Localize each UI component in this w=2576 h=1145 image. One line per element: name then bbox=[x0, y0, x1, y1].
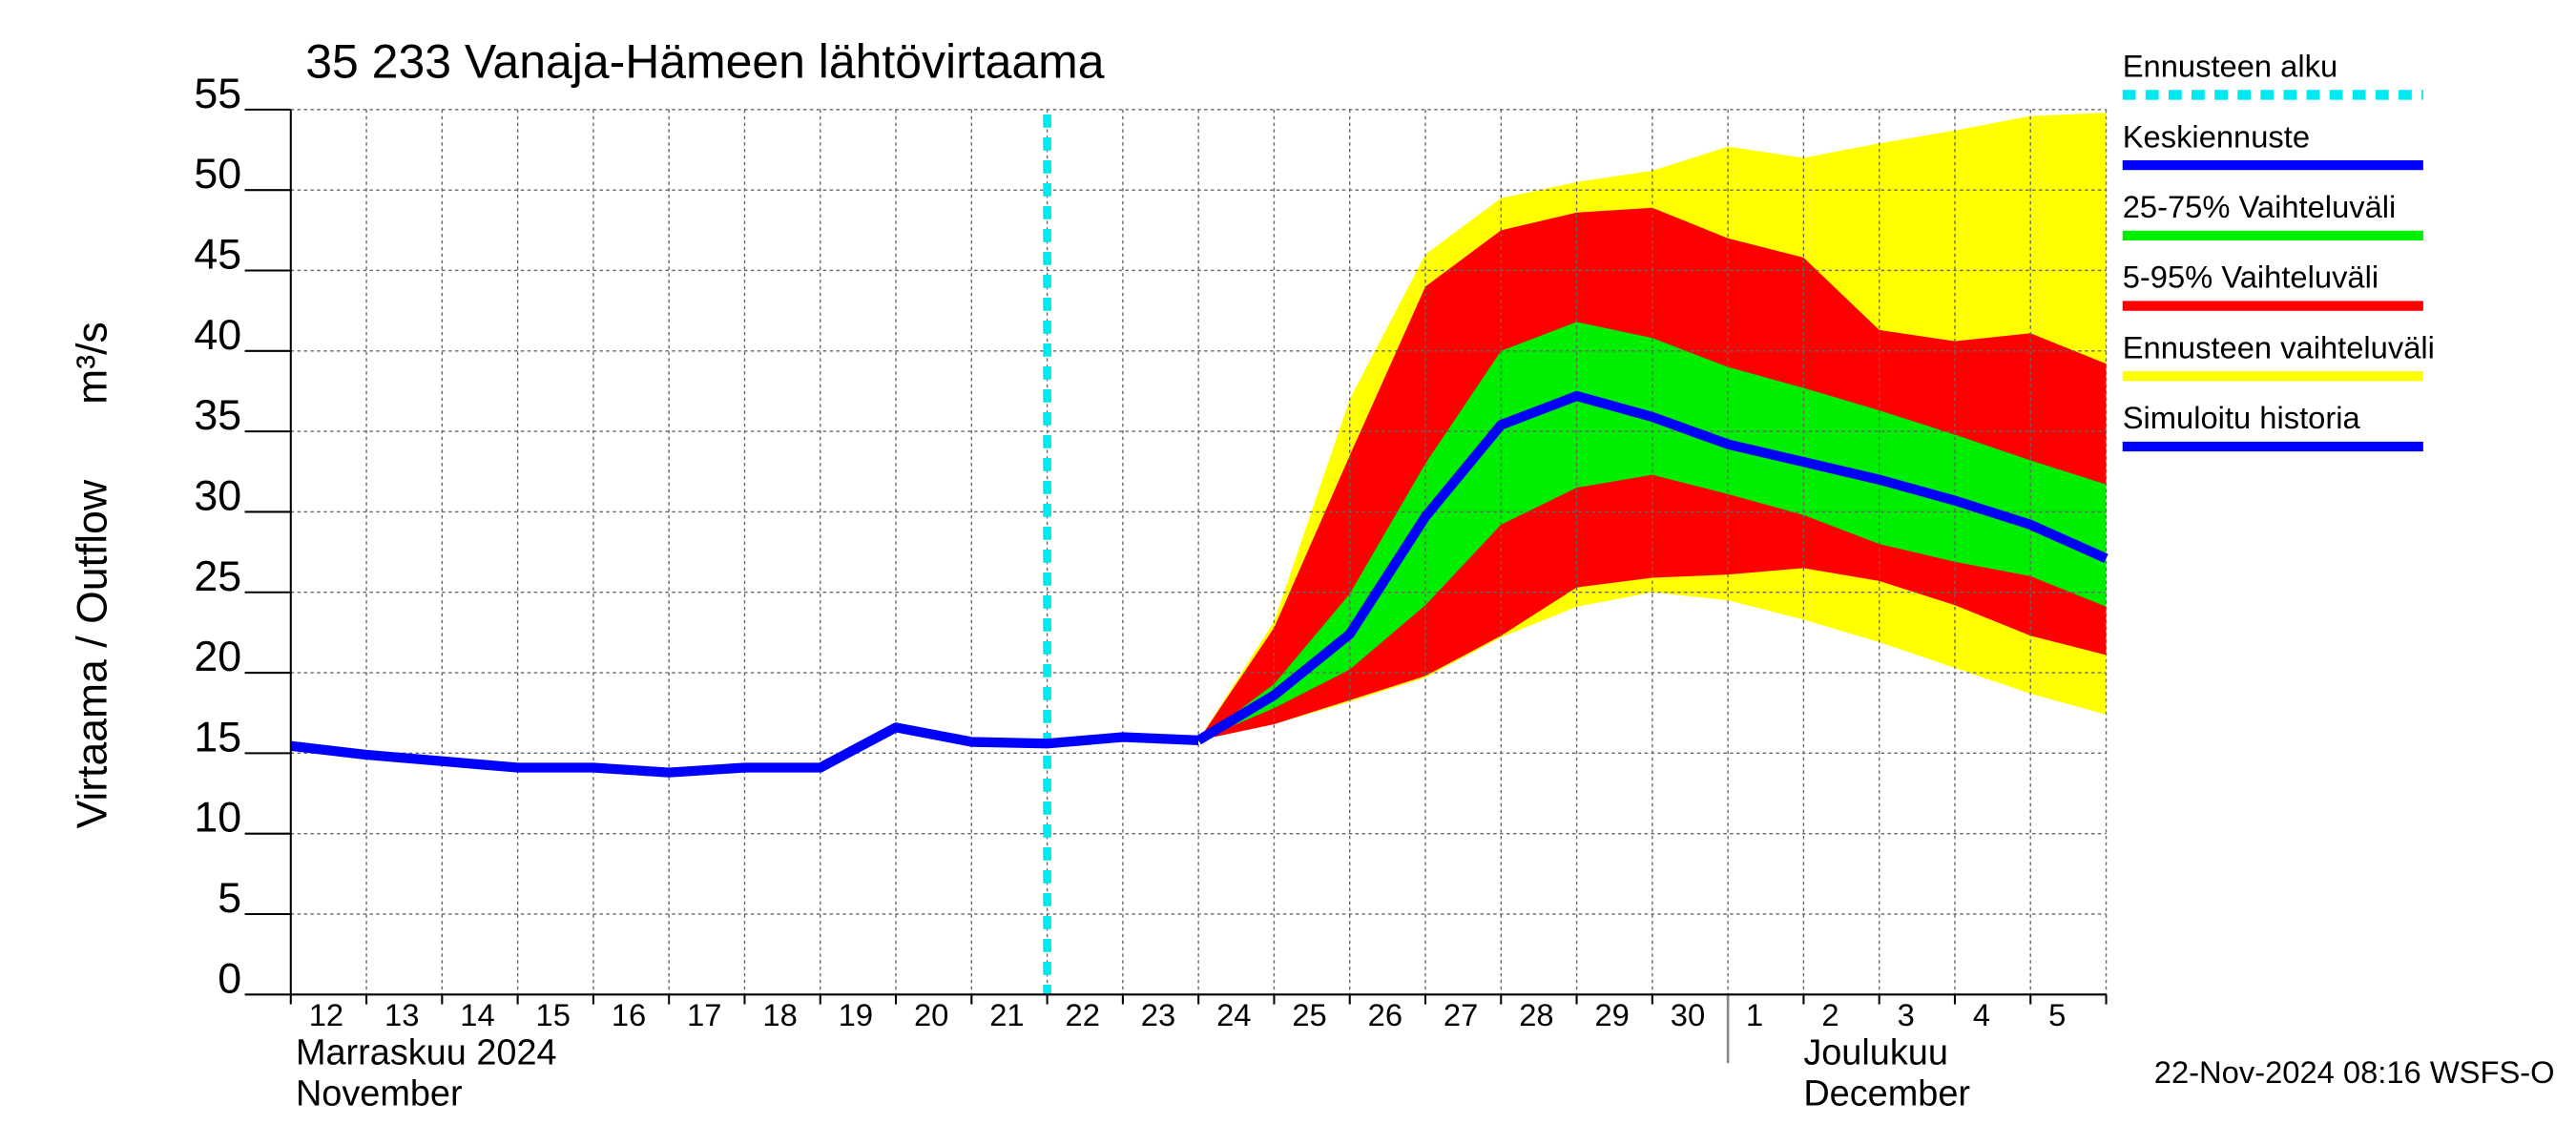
y-axis-label: Virtaama / Outflow bbox=[70, 479, 116, 828]
x-tick-label: 2 bbox=[1821, 997, 1839, 1032]
x-tick-label: 21 bbox=[989, 997, 1024, 1032]
x-tick-label: 19 bbox=[839, 997, 873, 1032]
x-tick-label: 26 bbox=[1368, 997, 1402, 1032]
y-tick-label: 20 bbox=[194, 634, 241, 680]
y-tick-label: 55 bbox=[194, 71, 241, 117]
month-label: December bbox=[1803, 1074, 1970, 1114]
legend-label: Simuloitu historia bbox=[2123, 400, 2361, 435]
x-tick-label: 29 bbox=[1595, 997, 1630, 1032]
x-tick-label: 1 bbox=[1746, 997, 1763, 1032]
legend-label: 25-75% Vaihteluväli bbox=[2123, 189, 2397, 224]
y-tick-label: 10 bbox=[194, 795, 241, 842]
month-label: November bbox=[296, 1074, 463, 1114]
month-label: Joulukuu bbox=[1803, 1033, 1948, 1073]
x-tick-label: 30 bbox=[1671, 997, 1705, 1032]
x-tick-label: 17 bbox=[687, 997, 721, 1032]
x-tick-label: 28 bbox=[1519, 997, 1553, 1032]
footer: 22-Nov-2024 08:16 WSFS-O bbox=[2154, 1054, 2555, 1090]
month-label: Marraskuu 2024 bbox=[296, 1033, 557, 1073]
y-tick-label: 15 bbox=[194, 714, 241, 760]
y-tick-label: 5 bbox=[218, 875, 241, 922]
x-tick-label: 24 bbox=[1216, 997, 1251, 1032]
y-tick-label: 30 bbox=[194, 473, 241, 520]
y-axis-unit: m³/s bbox=[70, 322, 116, 405]
x-tick-label: 22 bbox=[1066, 997, 1100, 1032]
y-tick-label: 40 bbox=[194, 312, 241, 359]
x-tick-label: 15 bbox=[536, 997, 571, 1032]
x-tick-label: 13 bbox=[384, 997, 419, 1032]
x-tick-label: 20 bbox=[914, 997, 948, 1032]
x-tick-label: 3 bbox=[1898, 997, 1915, 1032]
x-tick-label: 12 bbox=[309, 997, 343, 1032]
y-tick-label: 45 bbox=[194, 232, 241, 279]
x-tick-label: 14 bbox=[460, 997, 494, 1032]
x-tick-label: 23 bbox=[1141, 997, 1175, 1032]
y-tick-label: 50 bbox=[194, 151, 241, 198]
series-line bbox=[290, 722, 1199, 778]
y-tick-label: 0 bbox=[218, 955, 241, 1002]
legend-label: Keskiennuste bbox=[2123, 118, 2310, 154]
y-tick-label: 35 bbox=[194, 392, 241, 439]
plot-area bbox=[290, 109, 2109, 995]
x-tick-label: 5 bbox=[2048, 997, 2066, 1032]
legend-label: 5-95% Vaihteluväli bbox=[2123, 260, 2379, 295]
y-tick-label: 25 bbox=[194, 553, 241, 600]
chart-title: 35 233 Vanaja-Hämeen lähtövirtaama bbox=[305, 35, 1104, 89]
x-tick-label: 27 bbox=[1444, 997, 1478, 1032]
x-tick-label: 4 bbox=[1973, 997, 1990, 1032]
legend-label: Ennusteen vaihteluväli bbox=[2123, 330, 2435, 365]
x-tick-label: 18 bbox=[762, 997, 797, 1032]
x-tick-label: 16 bbox=[612, 997, 646, 1032]
x-tick-label: 25 bbox=[1292, 997, 1326, 1032]
legend-label: Ennusteen alku bbox=[2123, 49, 2337, 84]
series-line bbox=[1195, 390, 2109, 745]
